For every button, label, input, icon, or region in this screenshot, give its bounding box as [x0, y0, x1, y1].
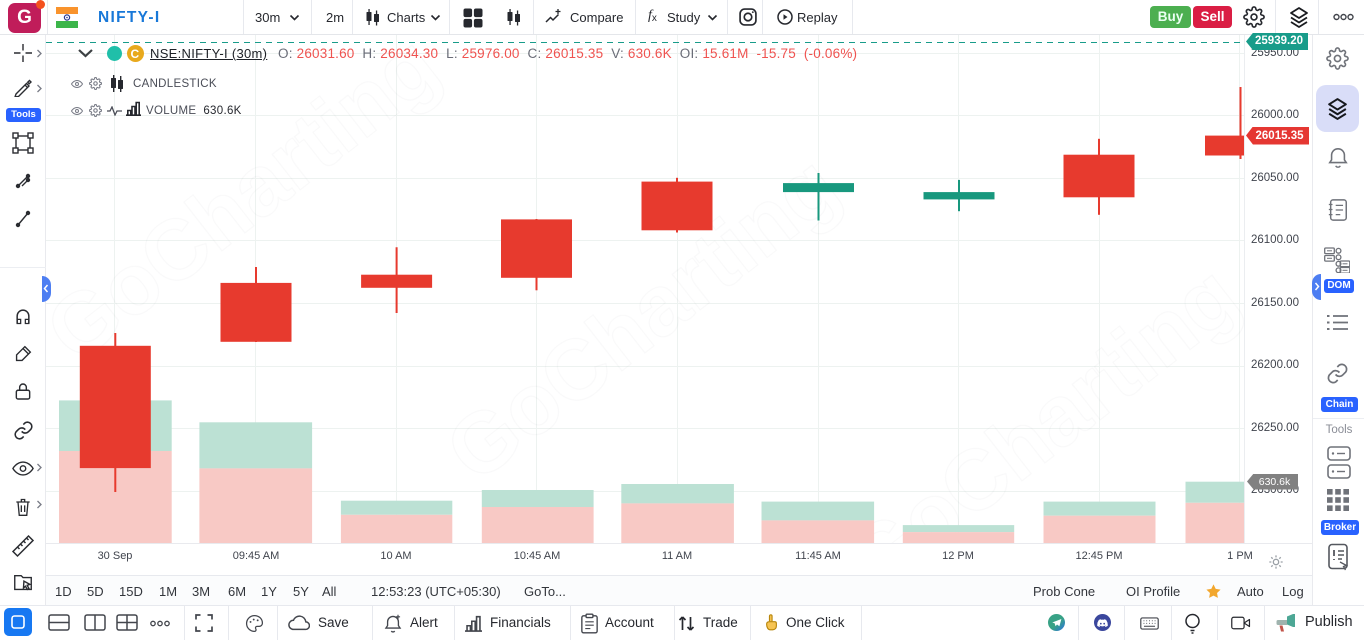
svg-text:GoCharting: GoCharting: [829, 247, 1244, 543]
